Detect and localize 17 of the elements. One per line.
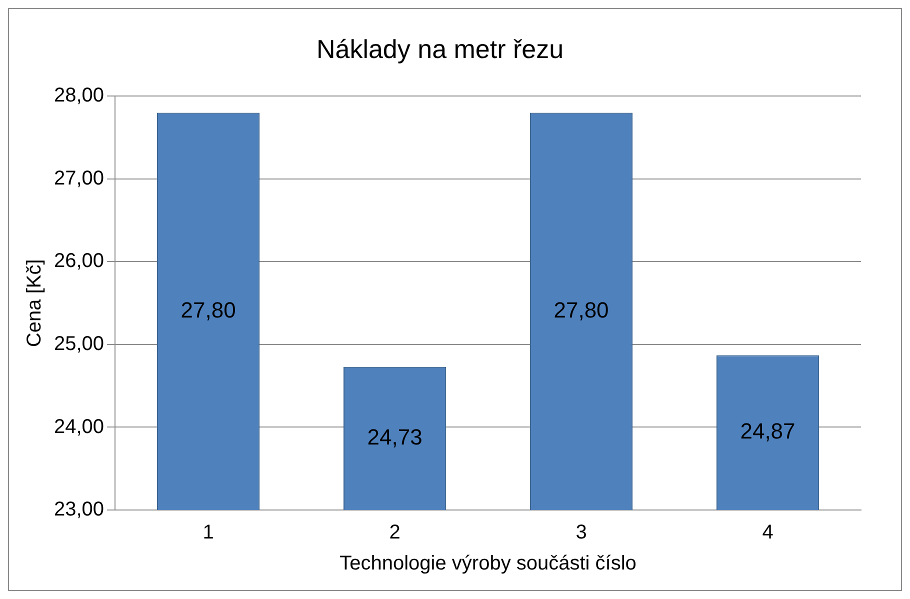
data-label: 27,80: [180, 297, 236, 322]
data-label: 27,80: [554, 297, 609, 322]
y-tick-label: 23,00: [54, 498, 104, 521]
x-axis-title: Technologie výroby součásti číslo: [340, 552, 636, 575]
x-tick-label: 3: [576, 522, 587, 544]
x-tick-label: 2: [389, 522, 400, 544]
y-tick-label: 28,00: [54, 84, 104, 107]
y-tick-label: 25,00: [54, 332, 104, 355]
y-tick-label: 24,00: [54, 416, 104, 438]
chart-title: Náklady na metr řezu: [316, 34, 564, 64]
data-label: 24,73: [367, 424, 422, 450]
x-tick-label: 4: [762, 522, 774, 544]
y-tick-label: 26,00: [54, 250, 104, 272]
data-label: 24,87: [740, 418, 796, 444]
y-axis-title: Cena [Kč]: [24, 259, 46, 348]
x-tick-label: 1: [202, 522, 214, 544]
y-tick-label: 27,00: [54, 167, 104, 190]
